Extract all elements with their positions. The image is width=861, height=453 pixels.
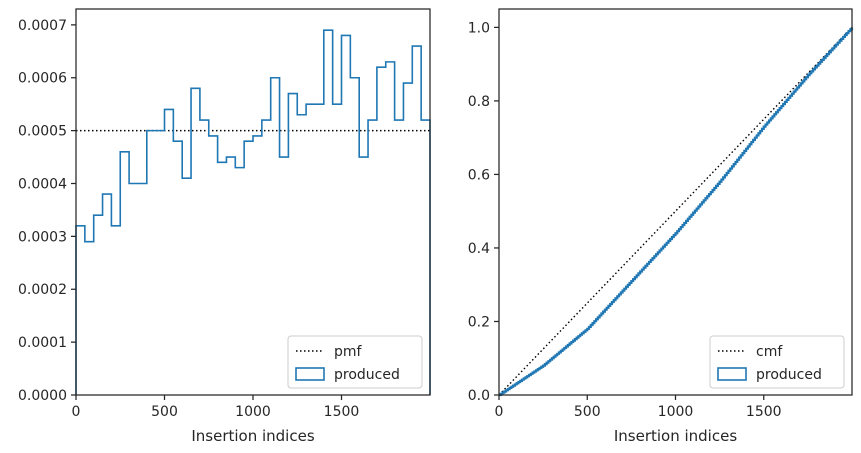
legend-label-produced: produced [756, 367, 822, 383]
y-tick-label: 0.4 [468, 241, 490, 257]
x-axis-label: Insertion indices [614, 427, 737, 445]
x-tick-label: 1500 [324, 404, 360, 420]
y-tick-label: 0.0 [468, 388, 490, 404]
legend-box [709, 335, 845, 389]
y-tick-label: 0.0005 [18, 124, 67, 140]
x-tick-label: 1000 [235, 404, 271, 420]
cmf-panel: 0 500 1000 1500 0.0 0.2 0.4 0.6 0.8 1.0 Insertion … [468, 8, 854, 445]
legend-label-produced: produced [334, 367, 400, 383]
legend: pmf produced [287, 335, 423, 389]
y-tick-label: 0.0000 [18, 388, 67, 404]
y-tick-label: 1.0 [468, 20, 490, 36]
x-tick-label: 0 [495, 404, 504, 420]
x-tick-label: 500 [574, 404, 601, 420]
y-tick-label: 0.0006 [18, 71, 67, 87]
y-tick-label: 0.2 [468, 314, 490, 330]
x-tick-label: 500 [151, 404, 178, 420]
y-tick-label: 0.8 [468, 94, 490, 110]
legend-box [287, 335, 423, 389]
legend-label-pmf: pmf [334, 344, 363, 360]
x-tick-label: 0 [72, 404, 81, 420]
y-tick-label: 0.0001 [18, 335, 67, 351]
x-tick-label: 1000 [658, 404, 694, 420]
y-tick-label: 0.0003 [18, 229, 67, 245]
y-tick-label: 0.0004 [18, 176, 67, 192]
legend: cmf produced [709, 335, 845, 389]
legend-swatch-produced [717, 367, 747, 381]
y-tick-label: 0.0002 [18, 282, 67, 298]
series-produced-line [75, 29, 431, 395]
x-axis-label: Insertion indices [191, 427, 314, 445]
x-tick-label: 1500 [746, 404, 782, 420]
y-tick-label: 0.6 [468, 167, 490, 183]
legend-label-cmf: cmf [756, 344, 783, 360]
series-produced-line [499, 27, 854, 397]
series-cmf-line [498, 26, 853, 396]
pmf-panel: 0 500 1000 1500 0.0000 0.0001 0.0002 0.0003 0.00… [18, 8, 431, 445]
y-tick-label: 0.0007 [18, 18, 67, 34]
legend-swatch-produced [295, 367, 325, 381]
